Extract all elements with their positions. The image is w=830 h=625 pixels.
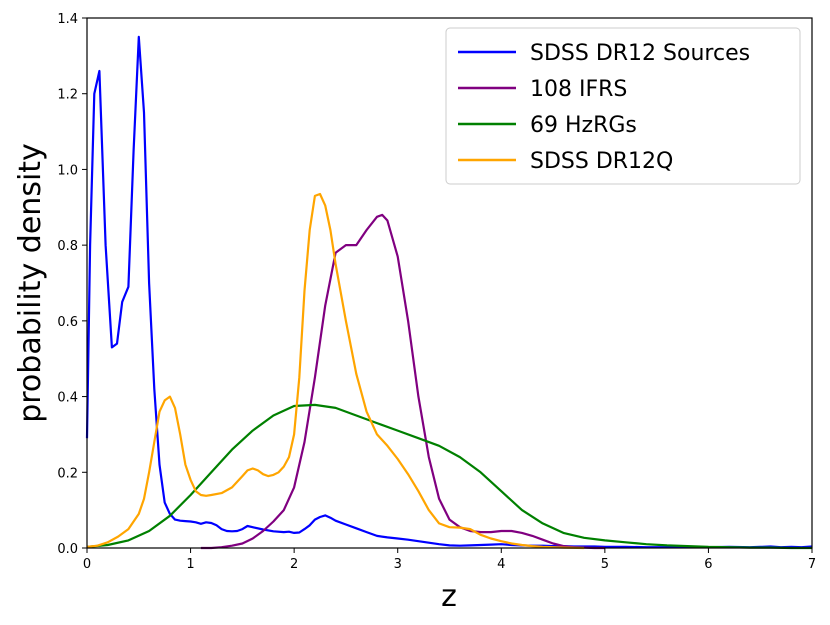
y-tick-label: 0.6 bbox=[57, 315, 78, 330]
series-line-sdss-dr12q bbox=[86, 192, 585, 550]
legend-label-sdss-dr12-sources: SDSS DR12 Sources bbox=[530, 41, 750, 66]
y-tick-label: 0.0 bbox=[57, 542, 78, 557]
legend-box bbox=[445, 27, 801, 185]
plot-lines bbox=[85, 35, 813, 550]
y-tick-label: 0.8 bbox=[57, 239, 78, 254]
legend-label-69-hzrgs: 69 HzRGs bbox=[530, 113, 637, 138]
y-axis-label: probability density bbox=[13, 143, 48, 423]
legend-label-sdss-dr12q: SDSS DR12Q bbox=[530, 149, 673, 174]
x-tick-label: 7 bbox=[808, 557, 816, 572]
x-axis-ticks: 0 1 2 3 4 5 6 7 bbox=[83, 548, 816, 572]
x-tick-label: 4 bbox=[497, 557, 505, 572]
series-line-sdss-dr12-sources bbox=[85, 35, 813, 549]
y-tick-label: 0.2 bbox=[57, 466, 78, 481]
x-tick-label: 0 bbox=[83, 557, 91, 572]
x-tick-label: 1 bbox=[186, 557, 194, 572]
y-tick-label: 1.2 bbox=[57, 88, 78, 103]
legend: SDSS DR12 Sources 108 IFRS 69 HzRGs SDSS DR… bbox=[445, 27, 801, 185]
legend-label-108-ifrs: 108 IFRS bbox=[530, 77, 627, 102]
x-tick-label: 2 bbox=[290, 557, 298, 572]
plot-frame bbox=[86, 17, 813, 549]
y-tick-label: 1.4 bbox=[57, 12, 78, 27]
x-axis-label: z bbox=[441, 579, 457, 614]
x-tick-label: 3 bbox=[394, 557, 402, 572]
y-tick-label: 1.0 bbox=[57, 163, 78, 178]
y-tick-label: 0.4 bbox=[57, 391, 78, 406]
x-tick-label: 6 bbox=[704, 557, 712, 572]
x-tick-label: 5 bbox=[601, 557, 609, 572]
series-line-69-hzrgs bbox=[86, 403, 812, 550]
y-axis-ticks: 0.0 0.2 0.4 0.6 0.8 1.0 1.2 1.4 bbox=[57, 12, 87, 557]
series-line-108-ifrs bbox=[200, 213, 605, 550]
